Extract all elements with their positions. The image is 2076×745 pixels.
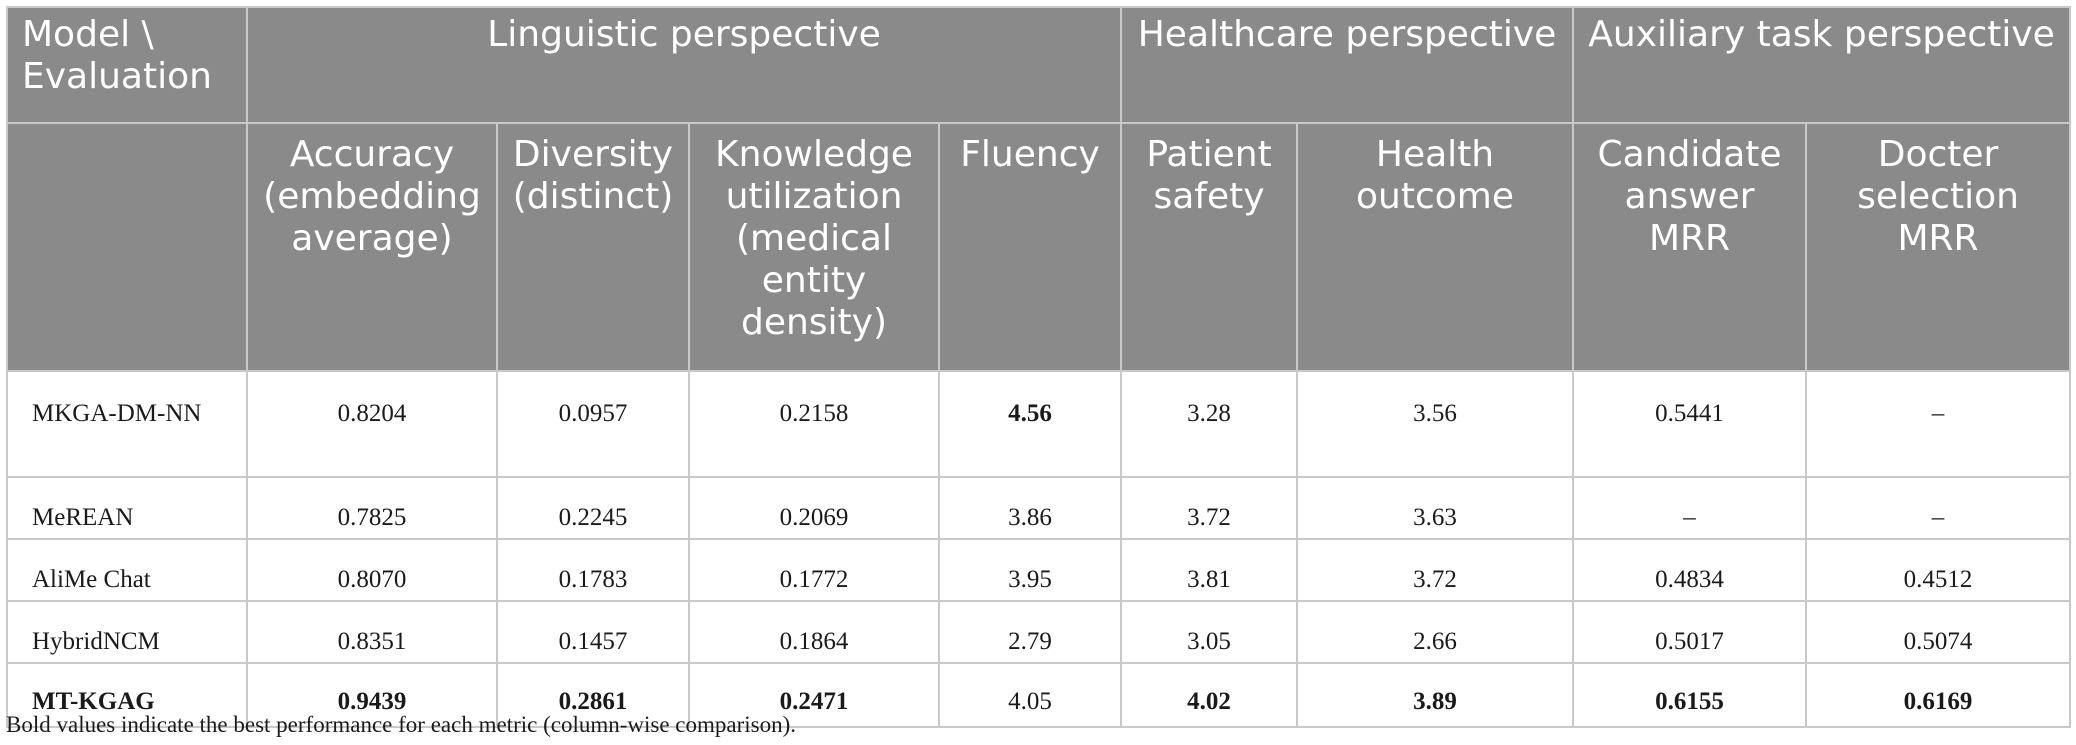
value-cell: 0.2158: [688, 370, 940, 478]
table-footnote: Bold values indicate the best performanc…: [6, 712, 797, 737]
value-cell: 4.02: [1120, 662, 1299, 728]
value-cell: 0.2861: [496, 662, 690, 728]
value-cell: –: [1572, 476, 1808, 540]
column-header: Health outcome: [1296, 122, 1575, 372]
table-row: MT-KGAG 0.9439 0.2861 0.2471 4.05 4.02 3…: [6, 662, 2072, 728]
value-cell: 3.86: [937, 476, 1123, 540]
group-header-healthcare: Healthcare perspective: [1120, 6, 1575, 124]
table-row: MKGA-DM-NN 0.8204 0.0957 0.2158 4.56 3.2…: [6, 370, 2072, 478]
value-cell: 0.0957: [496, 370, 690, 478]
value-cell: 0.1457: [496, 600, 690, 664]
value-cell: 3.81: [1120, 538, 1299, 602]
value-cell: 0.6155: [1572, 662, 1808, 728]
group-header-linguistic: Linguistic perspective: [245, 6, 1123, 124]
table-row: AliMe Chat 0.8070 0.1783 0.1772 3.95 3.8…: [6, 538, 2072, 602]
results-table-container: Model \ Evaluation Linguistic perspectiv…: [6, 6, 2072, 728]
value-cell: 4.56: [937, 370, 1123, 478]
table-row: MeREAN 0.7825 0.2245 0.2069 3.86 3.72 3.…: [6, 476, 2072, 540]
model-name-cell: MT-KGAG: [6, 662, 248, 728]
column-header: Fluency: [937, 122, 1123, 372]
column-header: Knowledge utilization (medical entity de…: [688, 122, 940, 372]
column-header: Candidate answer MRR: [1572, 122, 1808, 372]
value-cell: 0.5017: [1572, 600, 1808, 664]
value-cell: 0.5441: [1572, 370, 1808, 478]
value-cell: 0.7825: [246, 476, 498, 540]
model-name-cell: MeREAN: [6, 476, 248, 540]
value-cell: 3.72: [1296, 538, 1575, 602]
column-header: Patient safety: [1120, 122, 1299, 372]
value-cell: 3.95: [937, 538, 1123, 602]
value-cell: 3.05: [1120, 600, 1299, 664]
value-cell: 3.63: [1296, 476, 1575, 540]
value-cell: 0.8351: [246, 600, 498, 664]
corner-header: Model \ Evaluation: [6, 6, 248, 124]
value-cell: –: [1805, 476, 2072, 540]
results-table: Model \ Evaluation Linguistic perspectiv…: [6, 6, 2072, 728]
model-name-cell: HybridNCM: [6, 600, 248, 664]
value-cell: 0.1864: [688, 600, 940, 664]
value-cell: 0.2069: [688, 476, 940, 540]
value-cell: 3.28: [1120, 370, 1299, 478]
value-cell: 0.2245: [496, 476, 690, 540]
value-cell: 0.1783: [496, 538, 690, 602]
value-cell: 0.2471: [688, 662, 940, 728]
value-cell: 0.8070: [246, 538, 498, 602]
table-row: HybridNCM 0.8351 0.1457 0.1864 2.79 3.05…: [6, 600, 2072, 664]
value-cell: 0.8204: [246, 370, 498, 478]
column-header: Diversity (distinct): [496, 122, 690, 372]
value-cell: –: [1805, 370, 2072, 478]
value-cell: 0.4834: [1572, 538, 1808, 602]
model-name-cell: MKGA-DM-NN: [6, 370, 248, 478]
value-cell: 0.5074: [1805, 600, 2072, 664]
empty-header-cell: [6, 122, 248, 372]
value-cell: 2.79: [937, 600, 1123, 664]
group-header-auxiliary: Auxiliary task perspective: [1572, 6, 2072, 124]
value-cell: 4.05: [937, 662, 1123, 728]
value-cell: 3.72: [1120, 476, 1299, 540]
value-cell: 0.4512: [1805, 538, 2072, 602]
value-cell: 0.9439: [246, 662, 498, 728]
value-cell: 3.56: [1296, 370, 1575, 478]
column-header: Accuracy (embedding average): [246, 122, 498, 372]
value-cell: 0.6169: [1805, 662, 2072, 728]
value-cell: 0.1772: [688, 538, 940, 602]
column-header: Docter selection MRR: [1805, 122, 2072, 372]
value-cell: 3.89: [1296, 662, 1575, 728]
value-cell: 2.66: [1296, 600, 1575, 664]
table-body: MKGA-DM-NN 0.8204 0.0957 0.2158 4.56 3.2…: [6, 370, 2072, 728]
model-name-cell: AliMe Chat: [6, 538, 248, 602]
